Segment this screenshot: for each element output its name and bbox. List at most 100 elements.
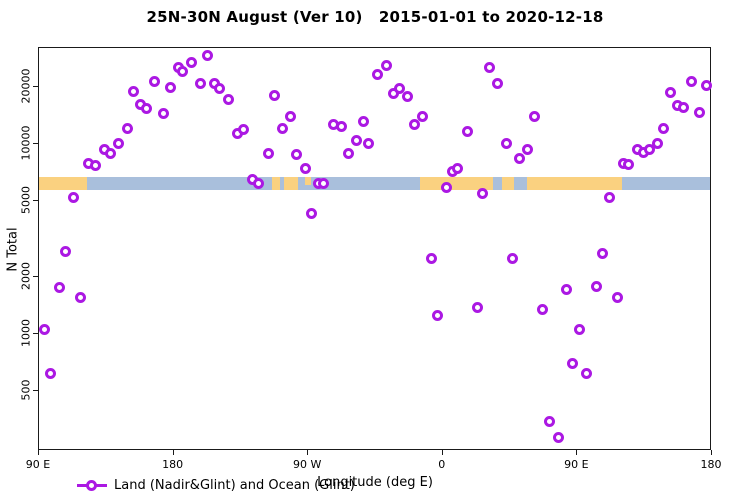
data-point [472, 302, 484, 314]
land-ocean-band [39, 176, 710, 191]
x-tick-mark [576, 450, 578, 455]
y-tick-mark [33, 85, 38, 87]
data-point [284, 110, 296, 122]
x-tick-label: 180 [162, 458, 184, 471]
data-point [484, 61, 496, 73]
data-point [67, 192, 79, 204]
data-point [157, 108, 169, 120]
data-point [112, 137, 124, 149]
data-point [678, 101, 690, 113]
x-tick-mark [307, 450, 309, 455]
band-land-segment [502, 176, 514, 191]
y-tick-mark [33, 390, 38, 392]
data-point [644, 143, 656, 155]
data-point [201, 50, 213, 62]
plot-area: Land (Nadir&Glint) and Ocean (Glint) [38, 47, 712, 493]
y-tick-mark [33, 142, 38, 144]
data-point [408, 119, 420, 131]
y-axis-title: N Total [5, 227, 21, 272]
data-point [604, 192, 616, 204]
x-tick-mark [172, 450, 174, 455]
x-tick-mark [441, 450, 443, 455]
data-point [195, 77, 207, 89]
data-point [141, 103, 153, 115]
data-point [590, 281, 602, 293]
data-point [513, 152, 525, 164]
data-point [253, 177, 265, 189]
data-point [363, 138, 375, 150]
data-point [306, 208, 318, 220]
band-land-segment [39, 176, 87, 191]
data-point [59, 246, 71, 258]
data-point [393, 82, 405, 94]
data-point [318, 177, 330, 189]
data-point [128, 85, 140, 97]
data-point [44, 367, 56, 379]
data-point [693, 107, 705, 119]
legend-label: Land (Nadir&Glint) and Ocean (Glint) [114, 478, 355, 493]
data-point [700, 80, 712, 92]
data-point [476, 187, 488, 199]
data-point [148, 76, 160, 88]
data-point [580, 367, 592, 379]
data-point [177, 65, 189, 77]
data-point [651, 137, 663, 149]
data-point [521, 143, 533, 155]
band-land-segment [526, 176, 622, 191]
data-point [623, 158, 635, 170]
data-point [597, 248, 609, 260]
data-point [432, 310, 444, 322]
y-tick-label: 5000 [19, 186, 33, 215]
y-tick-label: 2000 [19, 261, 33, 290]
x-axis-title: Longitude (deg E) [317, 475, 433, 490]
data-point [686, 76, 698, 88]
x-tick-label: 90 E [25, 458, 51, 471]
data-point [664, 86, 676, 98]
data-point [350, 135, 362, 147]
data-point [536, 304, 548, 316]
data-point [238, 124, 250, 136]
data-point [122, 123, 134, 135]
y-tick-label: 500 [19, 379, 33, 401]
band-land-segment [420, 176, 494, 191]
data-point [417, 110, 429, 122]
y-tick-mark [33, 275, 38, 277]
data-point [186, 56, 198, 68]
data-point [263, 148, 275, 160]
data-point [223, 93, 235, 105]
x-tick-label: 180 [700, 458, 722, 471]
band-ocean-segment [279, 176, 284, 191]
data-point [566, 357, 578, 369]
data-point [461, 126, 473, 138]
data-point [491, 77, 503, 89]
data-point [38, 324, 50, 336]
data-point [89, 160, 101, 172]
data-point [528, 110, 540, 122]
data-point [358, 115, 370, 127]
data-point [452, 163, 464, 175]
y-tick-label: 1000 [19, 318, 33, 347]
data-point [500, 137, 512, 149]
data-point [269, 90, 281, 102]
data-point [441, 181, 453, 193]
data-point [612, 292, 624, 304]
band-land-segment [271, 176, 299, 191]
y-tick-mark [33, 200, 38, 202]
y-tick-label: 20000 [19, 68, 33, 104]
data-point [657, 123, 669, 135]
data-point [402, 91, 414, 103]
data-point [426, 252, 438, 264]
data-point [372, 68, 384, 80]
chart-title: 25N-30N August (Ver 10) 2015-01-01 to 20… [146, 8, 604, 26]
x-tick-label: 90 W [293, 458, 322, 471]
data-point [53, 282, 65, 294]
data-point [299, 163, 311, 175]
data-point [343, 148, 355, 160]
data-point [75, 292, 87, 304]
data-point [574, 323, 586, 335]
data-point [544, 416, 556, 428]
data-point [506, 252, 518, 264]
y-tick-label: 10000 [19, 125, 33, 161]
data-point [553, 432, 565, 443]
